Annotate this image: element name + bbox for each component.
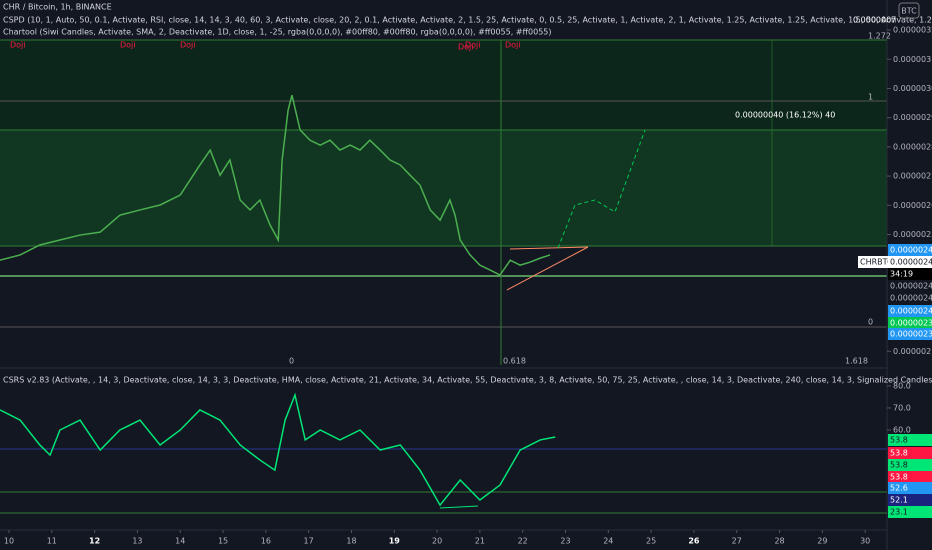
countdown: 34:19	[890, 270, 913, 279]
doji-label: Doji	[505, 41, 521, 50]
countdown-bg	[888, 268, 932, 280]
x-tick-label: 24	[603, 537, 613, 546]
x-tick-label: 29	[817, 537, 827, 546]
y-tick-label: 0.00000250	[893, 230, 932, 239]
indicator-label: Chartool (Siwi Candles, Activate, SMA, 2…	[3, 28, 552, 37]
x-tick-label: 21	[475, 537, 485, 546]
triangle-line	[509, 246, 589, 250]
osc-tag: 52.6	[890, 484, 908, 493]
x-tick-label: 20	[432, 537, 442, 546]
osc-tag-bg	[888, 459, 932, 471]
triangle-line	[506, 246, 589, 291]
x-tick-label: 25	[646, 537, 656, 546]
symbol: CHR / Bitcoin, 1h, BINANCE	[3, 3, 112, 12]
price-tag-bg	[888, 305, 932, 317]
y-tick-label: 0.00000300	[893, 84, 932, 93]
price-tag-bg	[888, 317, 932, 329]
doji-label: Doji	[120, 41, 136, 50]
x-tick-label: 13	[132, 537, 142, 546]
x-tick-label: 15	[218, 537, 228, 546]
price-tag: 0.00000242	[890, 294, 932, 303]
osc-tag: 53.8	[890, 449, 908, 458]
x-tick-label: 12	[89, 537, 100, 546]
x-tick-label: 17	[304, 537, 314, 546]
price-tag: 0.00000236	[890, 319, 932, 328]
y-tick-label: 60.0	[893, 425, 911, 434]
x-tick-label: 27	[732, 537, 742, 546]
price-tag: 0.00000245	[890, 246, 932, 255]
currency: BTC	[901, 7, 917, 16]
doji-label: Doji	[458, 43, 474, 52]
osc-tag-bg	[888, 494, 932, 506]
osc-tag-bg	[888, 434, 932, 446]
fib-label: 0	[868, 318, 873, 327]
measure-label: 0.00000040 (16.12%) 40	[735, 111, 835, 120]
y-tick-label: 0.00000320	[893, 26, 932, 35]
osc-tag: 52.1	[890, 496, 908, 505]
x-tick-label: 19	[389, 537, 401, 546]
x-tick-label: 28	[774, 537, 784, 546]
y-tick-label: 0.00000210	[893, 347, 932, 356]
x-tick-label: 30	[860, 537, 870, 546]
osc-tag: 53.8	[890, 436, 908, 445]
indicator-label: CSPD (10, 1, Auto, 50, 0.1, Activate, RS…	[3, 16, 932, 25]
x-tick-label: 22	[518, 537, 528, 546]
fib-label: 1.272	[868, 32, 891, 41]
osc-tag-bg	[888, 506, 932, 518]
divergence-line	[439, 505, 479, 509]
series-line	[0, 392, 556, 507]
x-tick-label: 23	[560, 537, 570, 546]
symbol-tag: CHRBTC	[860, 258, 893, 267]
doji-label: Doji	[180, 41, 196, 50]
price-tag-bg	[888, 244, 932, 256]
osc-tag-bg	[888, 482, 932, 494]
fib-label: 1.618	[845, 357, 868, 366]
osc-tag: 53.8	[890, 461, 908, 470]
x-tick-label: 11	[47, 537, 57, 546]
series-line	[0, 95, 551, 277]
doji-label: Doji	[465, 41, 481, 50]
x-tick-label: 14	[175, 537, 185, 546]
y-tick-label: 0.00000310	[893, 55, 932, 64]
osc-tag: 23.1	[890, 508, 908, 517]
doji-label: Doji	[10, 41, 26, 50]
y-tick-label: 80.0	[893, 381, 911, 390]
price-tag-bg	[888, 328, 932, 340]
symbol-tag-bg	[858, 256, 888, 268]
fib-label: 1	[868, 93, 873, 102]
zone-upper	[0, 40, 887, 130]
fib-label: 0.618	[503, 357, 526, 366]
price-tag: 0.00000236	[890, 330, 932, 339]
x-tick-label: 10	[4, 537, 14, 546]
y-tick-label: 0.00000270	[893, 172, 932, 181]
y-tick-label: 0.00000260	[893, 201, 932, 210]
x-tick-label: 26	[688, 537, 700, 546]
osc-tag-bg	[888, 471, 932, 483]
corner-value: 0.0000007	[853, 16, 896, 25]
osc-header: CSRS v2.83 (Activate, , 14, 3, Deactivat…	[3, 376, 932, 385]
x-tick-label: 18	[346, 537, 356, 546]
fib-label: 0	[289, 357, 294, 366]
symbol-price-bg	[888, 256, 932, 268]
osc-tag: 53.8	[890, 473, 908, 482]
zone-target	[0, 130, 887, 246]
y-tick-label: 70.0	[893, 403, 911, 412]
osc-tag-bg	[888, 447, 932, 459]
y-tick-label: 0.00000290	[893, 113, 932, 122]
currency-box	[898, 2, 920, 19]
projection	[557, 129, 646, 249]
x-tick-label: 16	[261, 537, 271, 546]
